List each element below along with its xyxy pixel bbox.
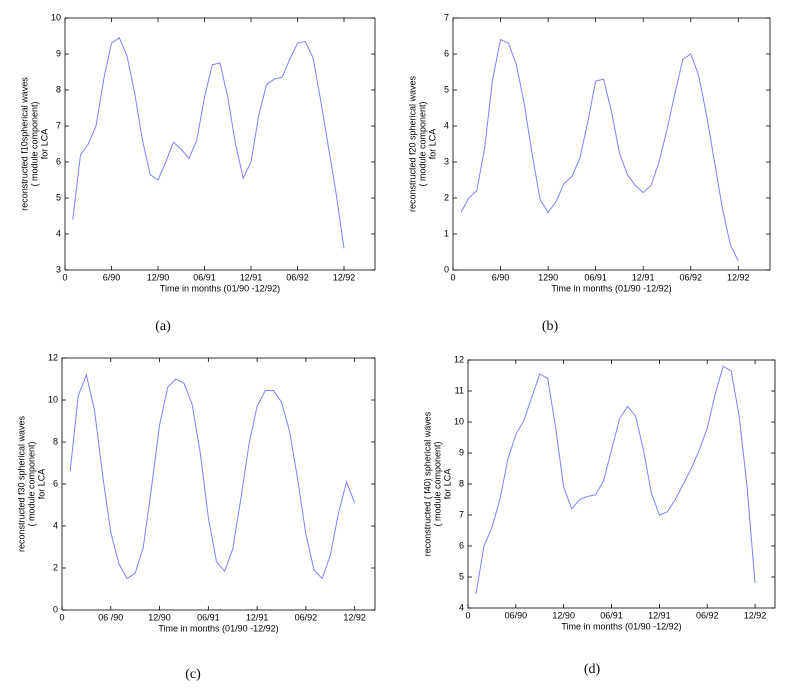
x-tick-label: 12/92 [333, 272, 356, 282]
y-tick-label: 7 [56, 120, 61, 130]
x-tick-label: 06/90 [505, 610, 528, 620]
x-tick-label: 1290 [538, 272, 558, 282]
x-tick-label: 6/90 [103, 272, 121, 282]
y-tick-label: 8 [56, 84, 61, 94]
y-tick-label: 12 [48, 352, 58, 362]
y-tick-label: 1 [444, 228, 449, 238]
x-tick-label: 12/91 [648, 610, 671, 620]
x-tick-label: 06 /90 [98, 612, 123, 622]
caption: (d) [584, 662, 601, 677]
y-tick-label: 4 [444, 120, 449, 130]
x-axis-label: Time in months (01/90 -12/92) [551, 283, 671, 293]
x-tick-label: 12/90 [147, 272, 170, 282]
y-axis-label: reconstructed f10spherical waves [19, 77, 29, 211]
data-line [72, 37, 345, 249]
x-tick-label: 12/92 [727, 272, 750, 282]
x-axis-label: Time in months (01/90 -12/92) [160, 283, 280, 293]
y-tick-label: 5 [444, 84, 449, 94]
y-tick-label: 6 [53, 478, 58, 488]
y-tick-label: 4 [56, 228, 61, 238]
y-axis-label: for LCA [36, 469, 46, 500]
data-line [475, 365, 756, 595]
y-tick-label: 5 [56, 192, 61, 202]
y-tick-label: 5 [459, 571, 464, 581]
data-line [69, 373, 356, 580]
y-axis-label: ( module component) [29, 101, 39, 186]
y-tick-label: 10 [454, 416, 464, 426]
x-tick-label: 12/92 [343, 612, 366, 622]
x-tick-label: 12/91 [632, 272, 655, 282]
y-tick-label: 6 [459, 540, 464, 550]
x-tick-label: 0 [59, 612, 64, 622]
caption: (c) [185, 667, 201, 682]
x-tick-label: 06/91 [193, 272, 216, 282]
x-tick-label: 06/91 [197, 612, 220, 622]
y-tick-label: 12 [454, 354, 464, 364]
axes-frame [467, 359, 776, 609]
x-tick-label: 0 [465, 610, 470, 620]
y-axis-label: ( module component) [417, 101, 427, 186]
y-tick-label: 8 [53, 436, 58, 446]
y-axis-label: reconstructed f30 spherical waves [16, 415, 26, 552]
x-tick-label: 12/90 [552, 610, 575, 620]
y-tick-label: 4 [459, 602, 464, 612]
y-axis-label: reconstructed f20 spherical waves [407, 75, 417, 212]
x-tick-label: 06/92 [295, 612, 318, 622]
x-tick-label: 12/91 [240, 272, 263, 282]
y-axis-label: ( module component) [26, 441, 36, 526]
y-axis-label: ( module component) [432, 441, 442, 526]
y-tick-label: 3 [444, 156, 449, 166]
axes-frame [452, 17, 771, 271]
y-tick-label: 11 [455, 385, 464, 395]
x-tick-label: 6/90 [492, 272, 510, 282]
y-tick-label: 7 [459, 509, 464, 519]
x-tick-label: 06/92 [679, 272, 702, 282]
y-tick-label: 6 [56, 156, 61, 166]
y-tick-label: 9 [459, 447, 464, 457]
x-tick-label: 0 [62, 272, 67, 282]
caption: (a) [155, 319, 171, 334]
y-tick-label: 10 [51, 12, 61, 22]
y-axis-label: reconstructed ( f40) spherical waves [422, 411, 432, 556]
y-tick-label: 3 [56, 264, 61, 274]
x-tick-label: 12/91 [246, 612, 269, 622]
y-tick-label: 4 [53, 520, 58, 530]
y-axis-label: for LCA [39, 129, 49, 160]
y-tick-label: 2 [53, 562, 58, 572]
axes-frame [64, 17, 376, 271]
data-line [460, 38, 739, 262]
x-axis-label: Time in months (01/90 -12/92) [561, 621, 681, 631]
y-tick-label: 6 [444, 48, 449, 58]
x-tick-label: 0 [450, 272, 455, 282]
caption: (b) [542, 319, 559, 334]
x-tick-label: 06/91 [600, 610, 623, 620]
y-tick-label: 8 [459, 478, 464, 488]
x-axis-label: Time in months (01/90 -12/92) [158, 623, 278, 633]
y-axis-label: for LCA [442, 469, 452, 500]
y-tick-label: 0 [444, 264, 449, 274]
y-tick-label: 7 [444, 12, 449, 22]
y-axis-label: for LCA [427, 129, 437, 160]
x-tick-label: 06/91 [584, 272, 607, 282]
x-tick-label: 12/90 [148, 612, 171, 622]
y-tick-label: 0 [53, 604, 58, 614]
x-tick-label: 06/92 [286, 272, 309, 282]
axes-frame [61, 357, 376, 611]
x-tick-label: 06/92 [696, 610, 719, 620]
y-tick-label: 9 [56, 48, 61, 58]
x-tick-label: 12/92 [744, 610, 767, 620]
y-tick-label: 10 [48, 394, 58, 404]
y-tick-label: 2 [444, 192, 449, 202]
